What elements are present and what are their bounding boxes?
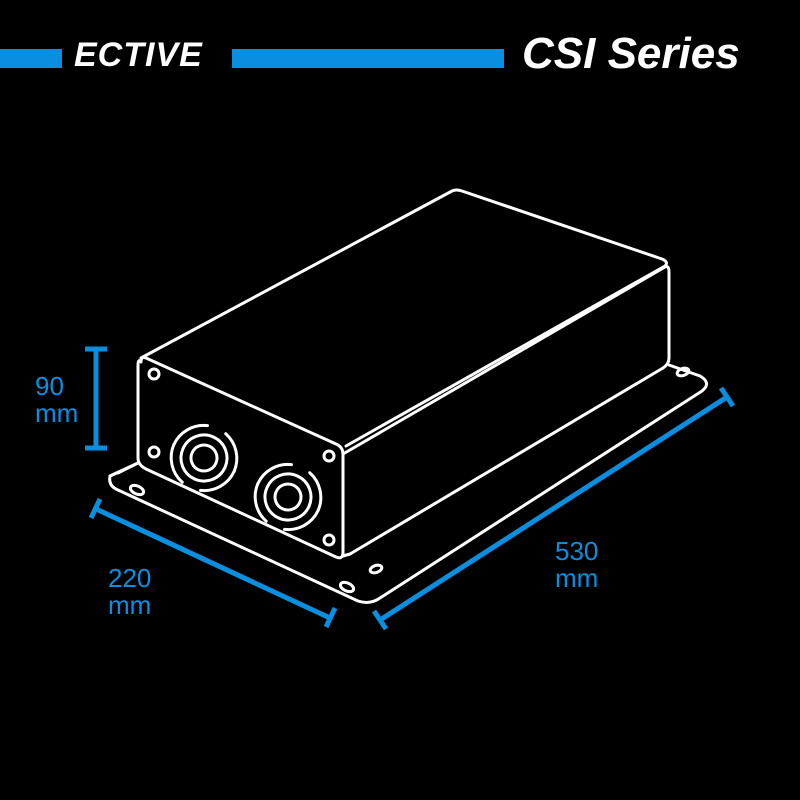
dim-label-depth: 530mm	[555, 538, 598, 593]
fan-grille-2	[245, 455, 331, 538]
dim-label-width: 220mm	[108, 565, 151, 620]
fan-grille-1	[161, 416, 247, 499]
dim-line-depth	[380, 397, 727, 620]
dim-label-height: 90mm	[35, 373, 78, 428]
product-diagram	[0, 0, 800, 800]
